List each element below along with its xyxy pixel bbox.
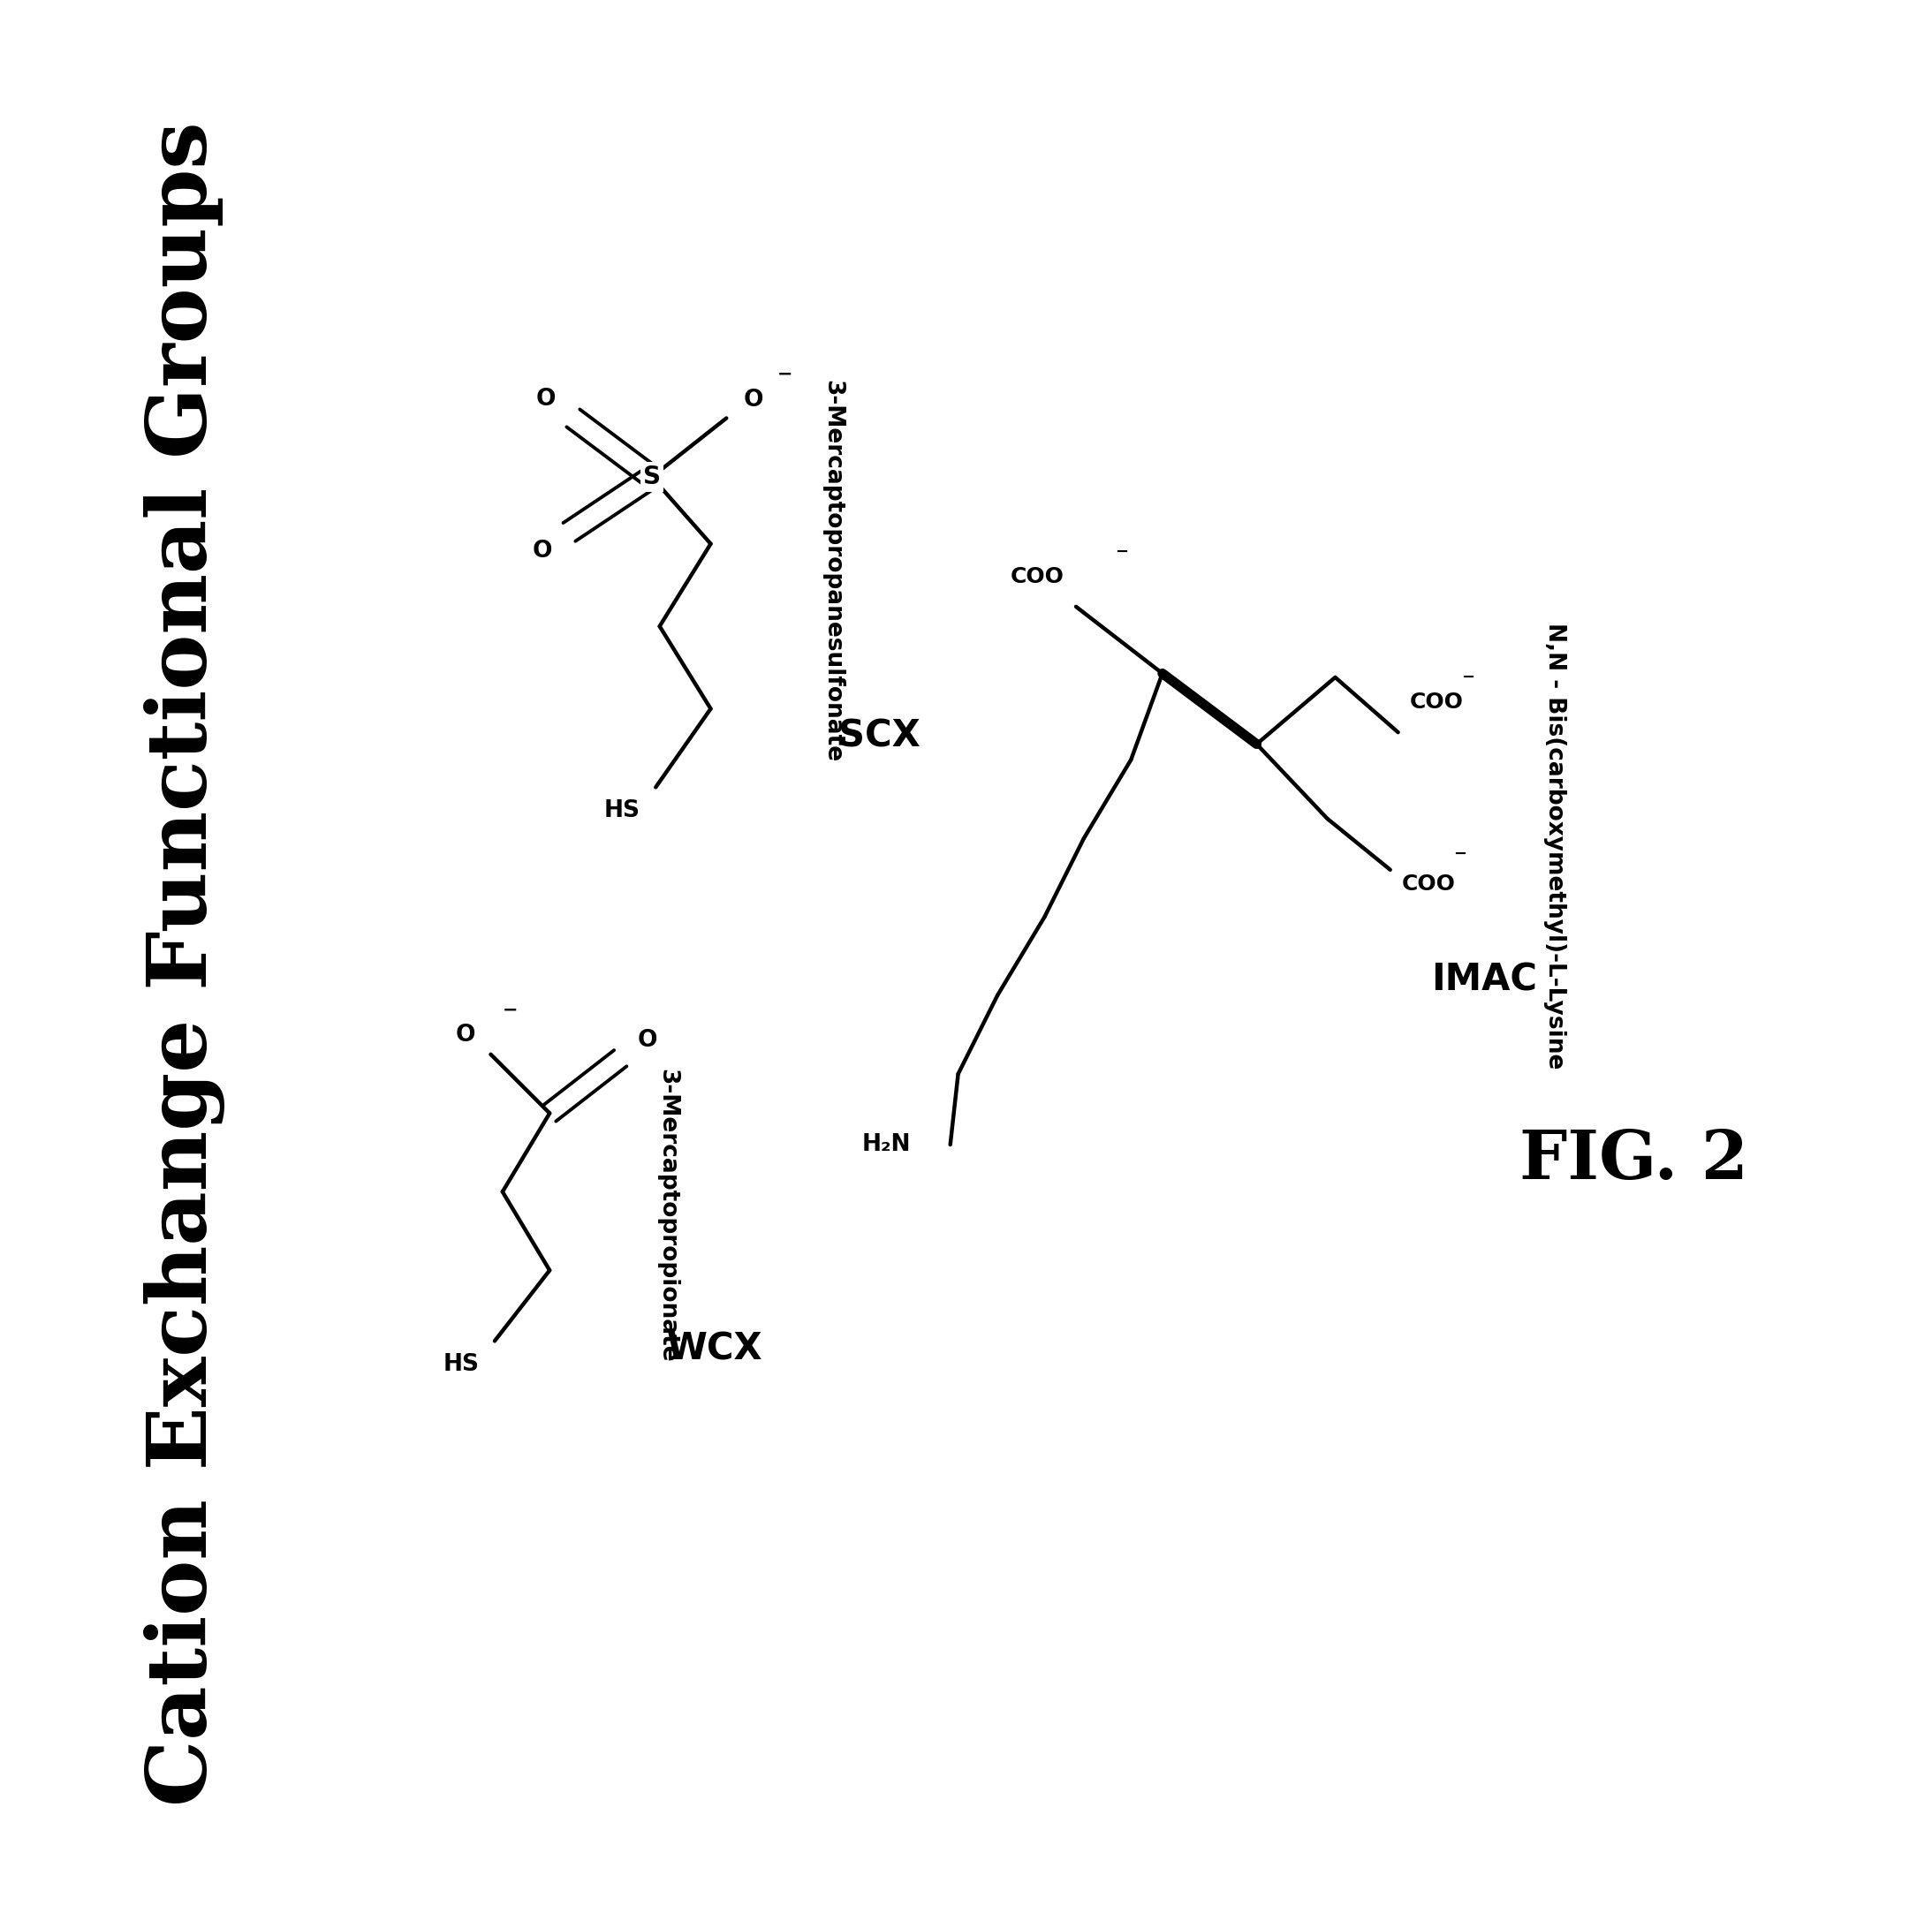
Text: IMAC: IMAC (1432, 962, 1538, 999)
Text: HS: HS (442, 1353, 479, 1377)
Text: COO: COO (1010, 565, 1065, 586)
Text: COO: COO (1403, 873, 1457, 895)
Text: O: O (456, 1024, 475, 1047)
Text: O: O (744, 389, 763, 413)
Text: −: − (1461, 669, 1474, 684)
Text: WCX: WCX (667, 1330, 763, 1367)
Text: Cation Exchange Functional Groups: Cation Exchange Functional Groups (143, 121, 224, 1807)
Text: −: − (777, 364, 792, 384)
Text: −: − (502, 1001, 518, 1020)
Text: S: S (643, 465, 661, 490)
Text: −: − (1115, 544, 1128, 559)
Text: H₂N: H₂N (862, 1134, 912, 1157)
Text: O: O (638, 1030, 657, 1053)
Text: 3-Mercaptopropanesulfonate: 3-Mercaptopropanesulfonate (821, 380, 844, 763)
Text: COO: COO (1410, 692, 1464, 713)
Text: FIG. 2: FIG. 2 (1519, 1128, 1748, 1193)
Text: HS: HS (605, 798, 639, 821)
Text: −: − (1453, 846, 1466, 862)
Text: 3-Mercaptopropionate: 3-Mercaptopropionate (657, 1068, 678, 1363)
Text: N,N - Bis(carboxymethyl)-L-Lysine: N,N - Bis(carboxymethyl)-L-Lysine (1544, 623, 1567, 1070)
Text: O: O (535, 388, 556, 411)
Text: SCX: SCX (838, 717, 920, 754)
Text: O: O (531, 540, 553, 563)
